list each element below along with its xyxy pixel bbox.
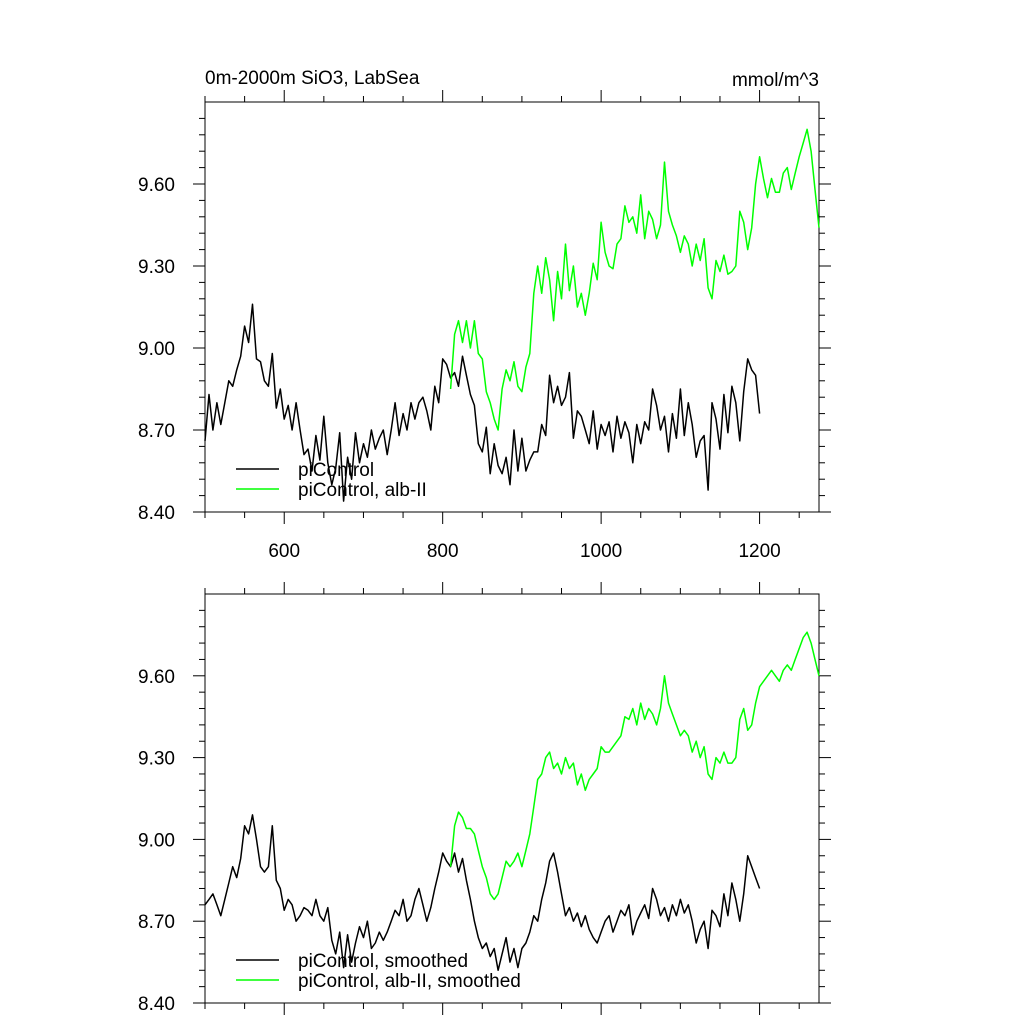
series-line-alb-ii [449, 128, 820, 431]
y-tick-label: 9.30 [138, 749, 175, 770]
plot-frame [204, 101, 820, 513]
chart-title: 0m-2000m SiO3, LabSea [205, 68, 420, 89]
y-tick-label: 9.00 [138, 830, 175, 851]
y-tick-label: 9.30 [138, 257, 175, 278]
y-tick-label: 8.40 [138, 994, 175, 1015]
y-tick-label: 9.00 [138, 339, 175, 360]
x-tick-label: 600 [268, 541, 300, 562]
y-tick-label: 8.70 [138, 912, 175, 933]
x-tick-label: 800 [427, 541, 459, 562]
plot-frame [204, 593, 820, 1004]
legend-label: piControl, alb-II, smoothed [298, 971, 521, 992]
y-tick-label: 8.70 [138, 421, 175, 442]
series-line-picontrol [204, 303, 761, 502]
y-tick-label: 9.60 [138, 667, 175, 688]
x-tick-label: 1200 [738, 541, 780, 562]
y-tick-label: 8.40 [138, 503, 175, 524]
series-line-alb-ii [449, 631, 820, 901]
x-tick-label: 1000 [580, 541, 622, 562]
bottom-panel: 8.40 8.70 9.00 9.30 9.60 piControl, smoothedp… [138, 582, 831, 1015]
y-tick-label: 9.60 [138, 175, 175, 196]
legend-label: piControl, alb-II [298, 480, 427, 501]
units-label: mmol/m^3 [732, 70, 819, 91]
legend-label: piControl [298, 460, 374, 481]
series-line-picontrol [204, 814, 761, 972]
legend-label: piControl, smoothed [298, 951, 468, 972]
top-panel: 600 800 1000 1200 8.40 8.70 9.00 9.30 9.60 piCont… [138, 90, 831, 562]
